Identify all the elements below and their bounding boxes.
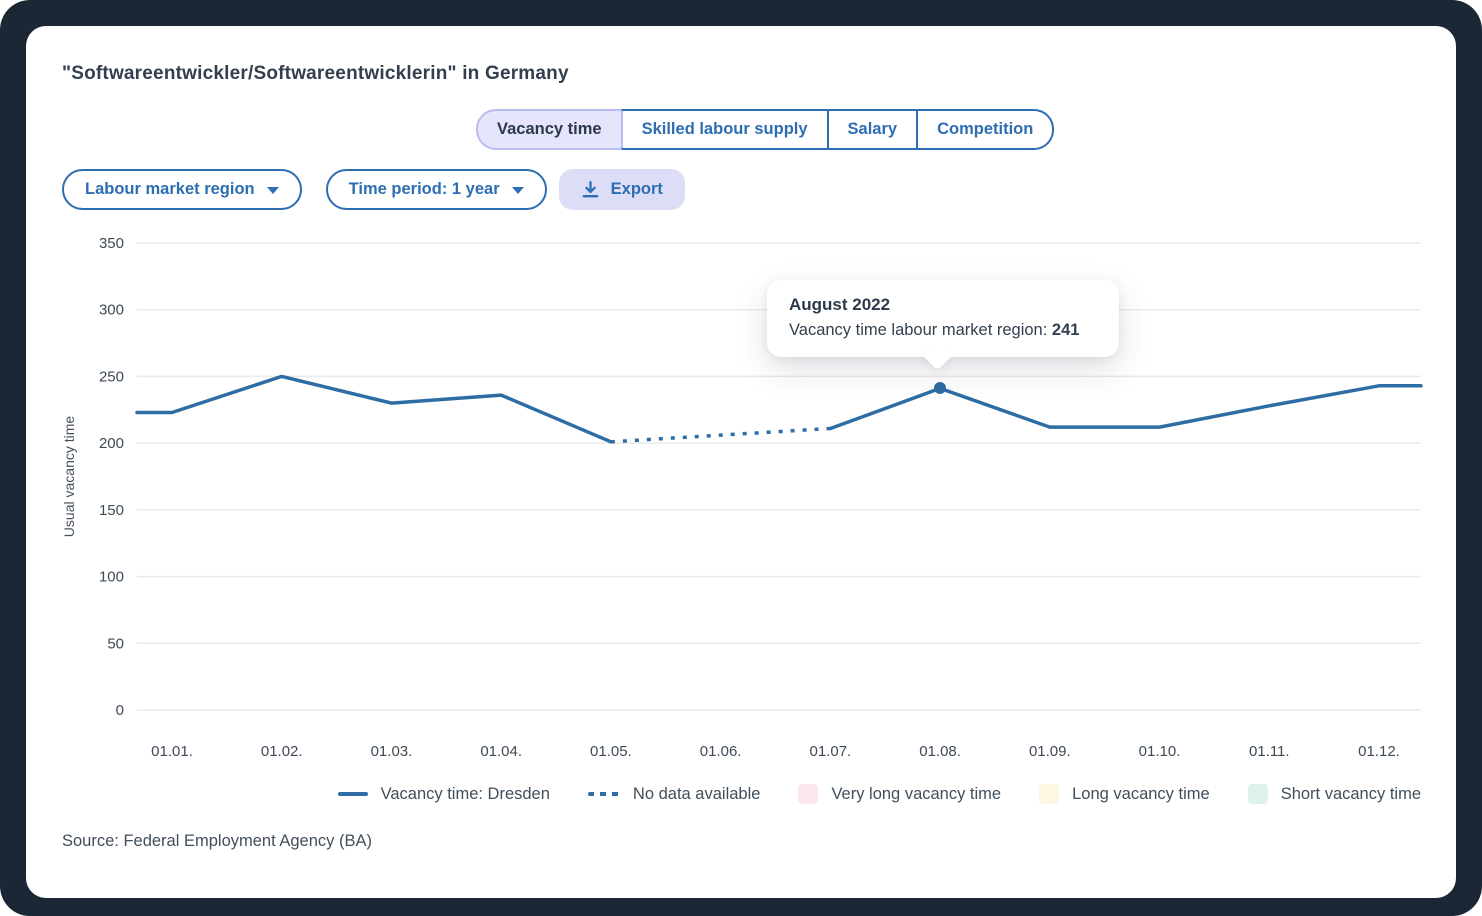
labour-market-region-label: Labour market region bbox=[85, 180, 255, 198]
y-axis-title: Usual vacancy time bbox=[61, 416, 77, 538]
x-tick-label: 01.11. bbox=[1249, 743, 1290, 760]
y-tick-label: 200 bbox=[99, 435, 124, 452]
series-line bbox=[828, 384, 1423, 431]
x-tick-label: 01.06. bbox=[700, 743, 742, 760]
y-tick-label: 300 bbox=[99, 302, 124, 319]
chart-tooltip: August 2022 Vacancy time labour market r… bbox=[767, 280, 1119, 371]
tooltip-value: 241 bbox=[1051, 321, 1080, 339]
y-tick-label: 50 bbox=[107, 635, 124, 652]
y-tick-label: 0 bbox=[116, 702, 124, 719]
dashed-line-swatch-icon bbox=[587, 792, 620, 796]
x-tick-label: 01.07. bbox=[810, 743, 852, 760]
legend-item-vacancy-time: Vacancy time: Dresden bbox=[337, 784, 550, 804]
y-tick-label: 150 bbox=[99, 502, 124, 519]
no-data-line bbox=[610, 426, 831, 444]
page-title: "Softwareentwickler/Softwareentwicklerin… bbox=[62, 63, 569, 84]
tooltip-body: Vacancy time labour market region: 241 bbox=[789, 321, 1097, 340]
labour-market-region-dropdown[interactable]: Labour market region bbox=[62, 169, 302, 210]
tab-group: Vacancy time Skilled labour supply Salar… bbox=[476, 109, 1055, 150]
controls-row: Labour market region Time period: 1 year… bbox=[62, 169, 685, 210]
tooltip-label: Vacancy time labour market region: bbox=[789, 321, 1052, 339]
mint-square-swatch-icon bbox=[1247, 784, 1268, 804]
y-tick-label: 350 bbox=[99, 235, 124, 252]
export-button[interactable]: Export bbox=[558, 169, 685, 210]
time-period-label: Time period: 1 year bbox=[348, 180, 500, 198]
series-line bbox=[135, 374, 613, 444]
legend-item-short: Short vacancy time bbox=[1247, 784, 1421, 804]
export-button-label: Export bbox=[610, 180, 663, 198]
x-tick-label: 01.01. bbox=[151, 743, 193, 760]
y-tick-label: 100 bbox=[99, 569, 124, 586]
legend-item-long: Long vacancy time bbox=[1039, 784, 1210, 804]
x-tick-label: 01.10. bbox=[1139, 743, 1181, 760]
legend-label: Short vacancy time bbox=[1280, 784, 1421, 803]
x-tick-label: 01.08. bbox=[919, 743, 961, 760]
chevron-down-icon bbox=[511, 187, 524, 194]
time-period-dropdown[interactable]: Time period: 1 year bbox=[325, 169, 547, 210]
x-tick-label: 01.02. bbox=[261, 743, 303, 760]
solid-line-swatch-icon bbox=[337, 792, 368, 796]
legend-label: Very long vacancy time bbox=[831, 784, 1002, 803]
vacancy-time-chart: 0 50 100 150 200 250 300 350 01.01. 01.02. 01.03. 0… bbox=[61, 235, 1423, 760]
legend-item-no-data: No data available bbox=[587, 784, 761, 804]
legend-label: Vacancy time: Dresden bbox=[380, 784, 550, 803]
tab-competition[interactable]: Competition bbox=[916, 109, 1055, 150]
x-tick-label: 01.05. bbox=[590, 743, 632, 760]
chevron-down-icon bbox=[266, 187, 279, 194]
x-tick-label: 01.03. bbox=[371, 743, 413, 760]
legend-label: Long vacancy time bbox=[1072, 784, 1210, 803]
tab-salary[interactable]: Salary bbox=[826, 109, 919, 150]
data-point-marker[interactable] bbox=[934, 382, 947, 395]
app-card: "Softwareentwickler/Softwareentwicklerin… bbox=[26, 26, 1456, 898]
cream-square-swatch-icon bbox=[1039, 784, 1060, 804]
legend-item-very-long: Very long vacancy time bbox=[798, 784, 1001, 804]
legend-label: No data available bbox=[632, 784, 761, 803]
tab-vacancy-time[interactable]: Vacancy time bbox=[476, 109, 623, 150]
x-tick-label: 01.04. bbox=[480, 743, 522, 760]
x-tick-label: 01.12. bbox=[1358, 743, 1400, 760]
y-tick-label: 250 bbox=[99, 368, 124, 385]
x-tick-label: 01.09. bbox=[1029, 743, 1071, 760]
download-icon bbox=[582, 181, 598, 198]
source-note: Source: Federal Employment Agency (BA) bbox=[62, 832, 372, 850]
chart-legend: Vacancy time: Dresden No data available … bbox=[137, 784, 1421, 804]
pink-square-swatch-icon bbox=[798, 784, 819, 804]
tooltip-title: August 2022 bbox=[789, 295, 891, 314]
